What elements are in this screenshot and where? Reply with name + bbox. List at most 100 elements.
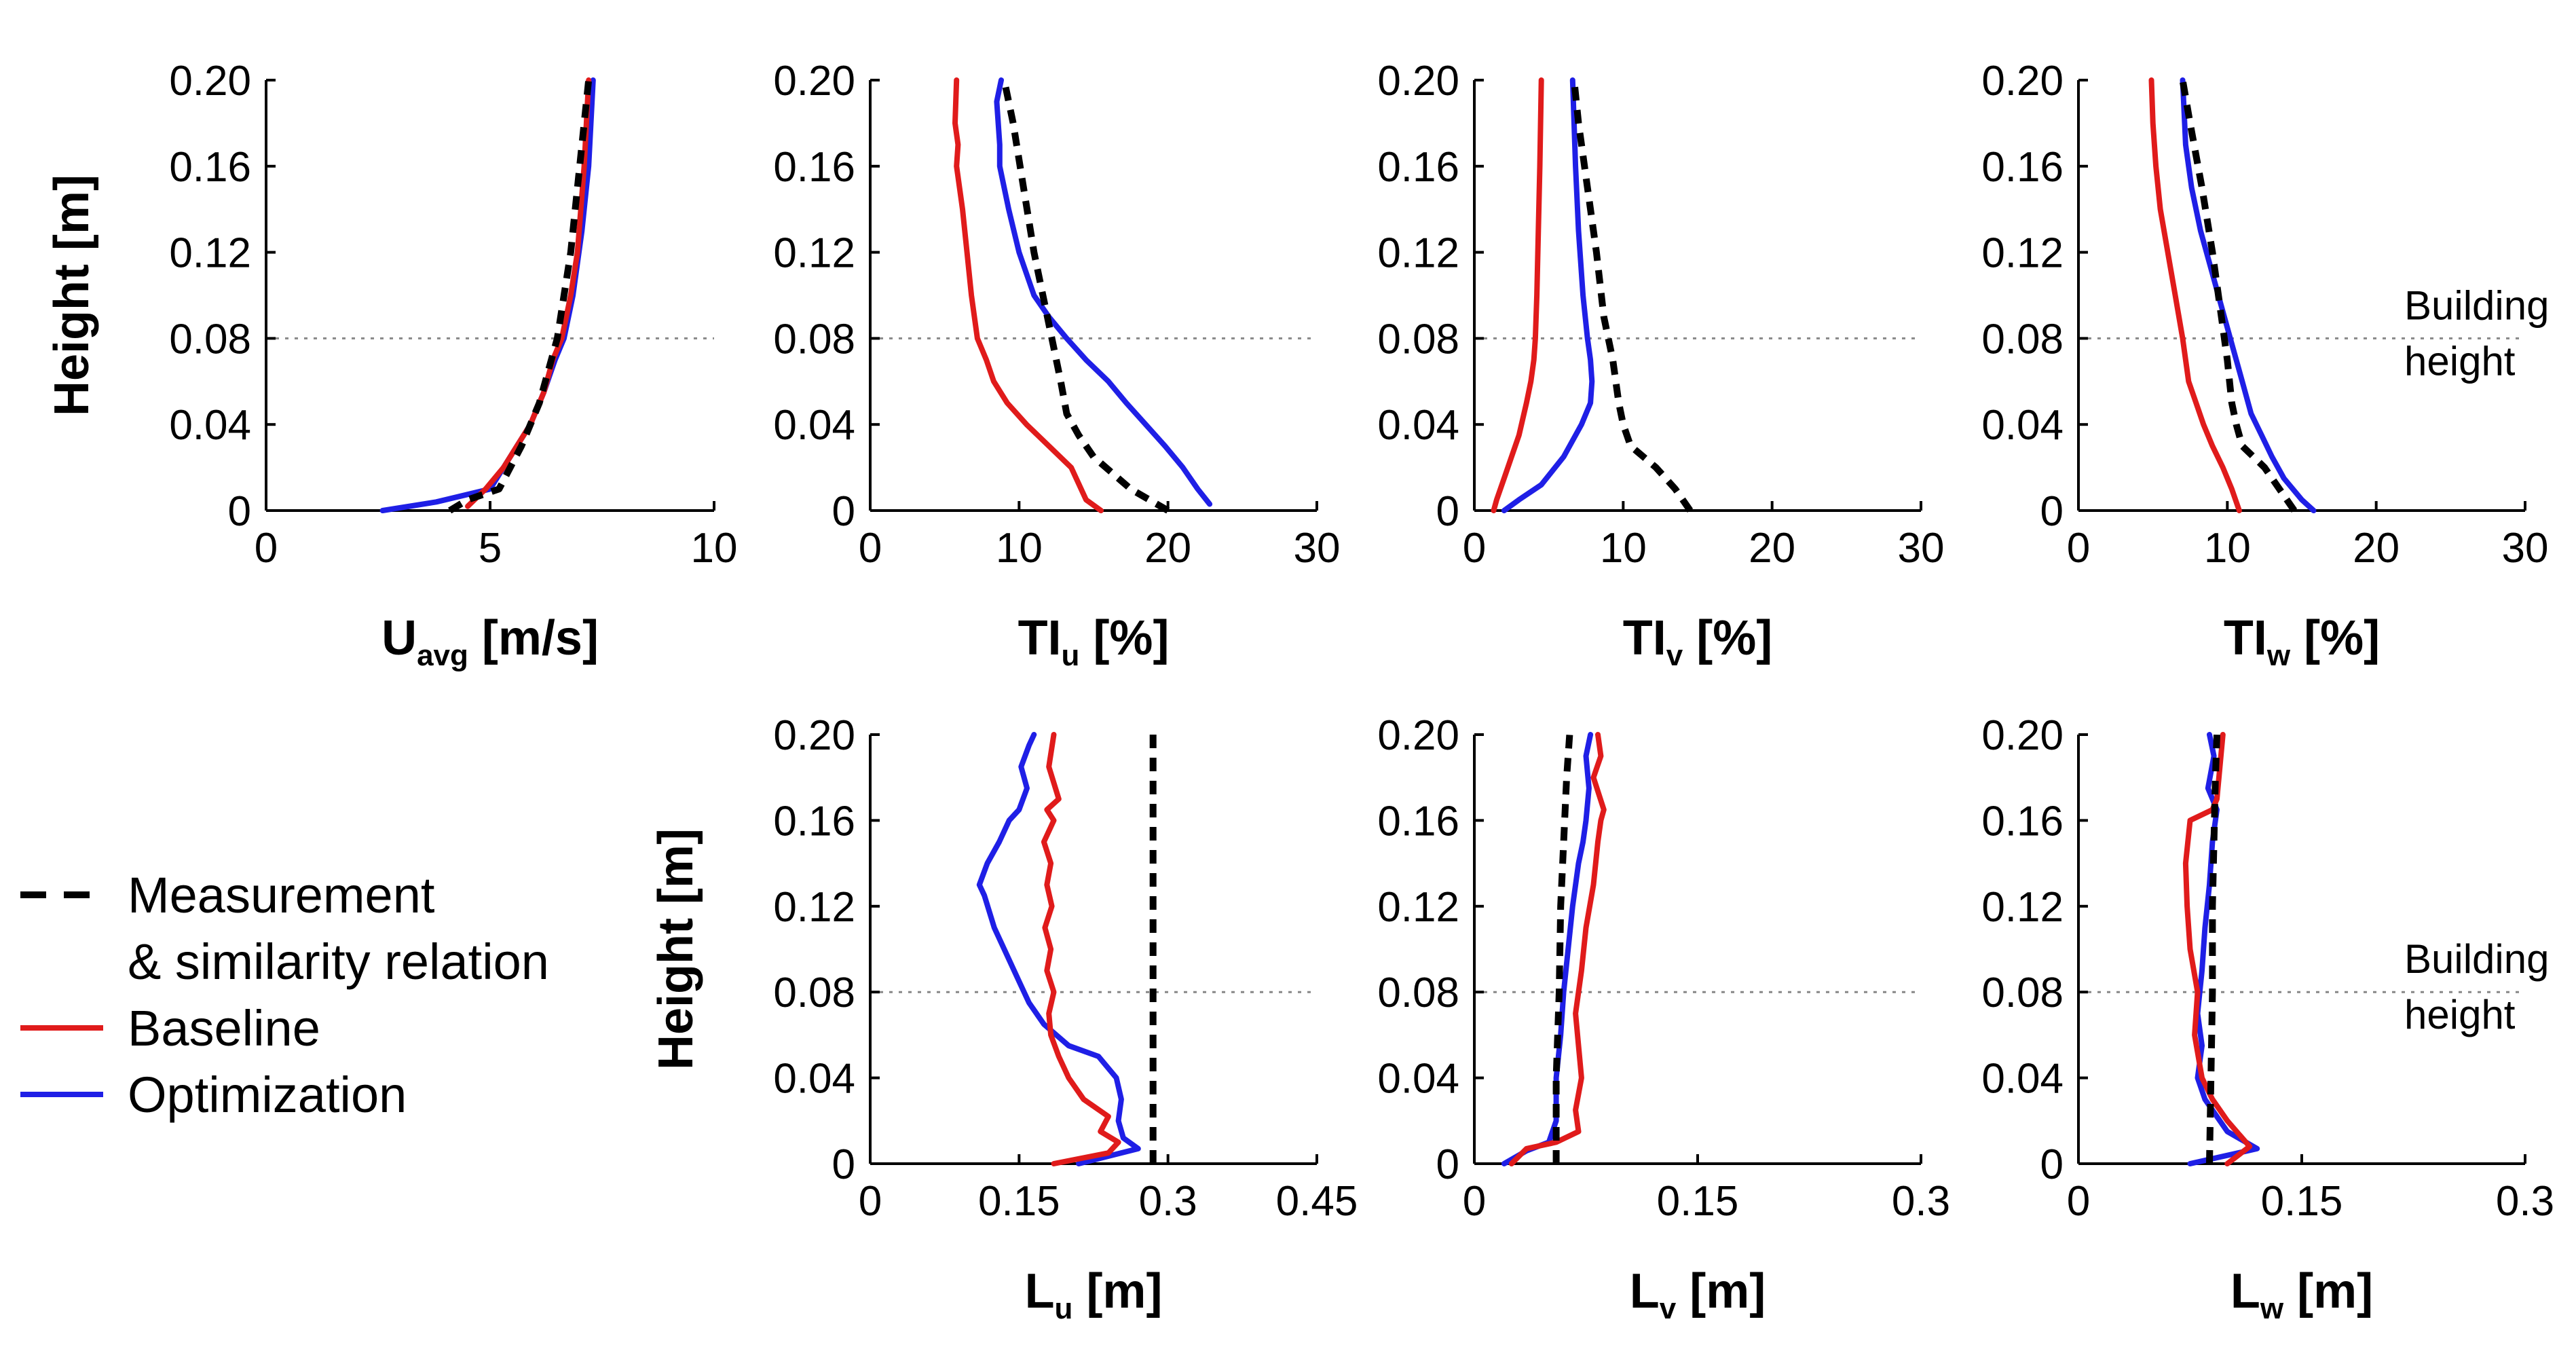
series-line-baseline bbox=[952, 77, 1104, 513]
panel-tiu: 0 0.04 0.08 0.12 0.16 0.20 0 10 20 30 TIu [%] bbox=[773, 58, 1340, 672]
x-tick-label: 10 bbox=[996, 525, 1043, 572]
y-tick-label: 0.08 bbox=[1377, 970, 1459, 1016]
panel-tiv: 0 0.04 0.08 0.12 0.16 0.20 0 10 20 30 TIv [%] bbox=[1377, 58, 1944, 672]
x-tick-label: 30 bbox=[2502, 525, 2549, 572]
x-tick-label: 0 bbox=[859, 525, 882, 572]
y-tick-label: 0.04 bbox=[773, 1056, 855, 1103]
x-tick-label: 0.3 bbox=[1139, 1178, 1197, 1225]
x-tick-label: 0.45 bbox=[1276, 1178, 1358, 1225]
x-axis-label: Uavg [m/s] bbox=[381, 611, 599, 672]
y-tick-label: 0 bbox=[832, 1141, 855, 1188]
x-tick-label: 0.15 bbox=[2261, 1178, 2343, 1225]
y-tick-label: 0.12 bbox=[169, 230, 251, 277]
x-axis-label-main: U bbox=[381, 611, 417, 665]
x-axis-label-main: TI bbox=[1623, 611, 1666, 665]
x-axis-label-main: TI bbox=[2224, 611, 2267, 665]
y-tick-label: 0.16 bbox=[1981, 798, 2064, 845]
y-tick-label: 0.04 bbox=[773, 402, 855, 449]
series-line-measurement bbox=[2206, 734, 2220, 1164]
x-axis-label-unit: [%] bbox=[1079, 611, 1169, 665]
building-height-annotation: Building bbox=[2404, 282, 2550, 328]
y-tick-label: 0.20 bbox=[1377, 712, 1459, 759]
series-line-optimization bbox=[1501, 77, 1595, 513]
x-tick-label: 0.15 bbox=[978, 1178, 1060, 1225]
y-tick-label: 0.16 bbox=[1981, 144, 2064, 191]
x-tick-label: 10 bbox=[1600, 525, 1647, 572]
y-tick-label: 0.12 bbox=[1981, 230, 2064, 277]
x-axis-label-subscript: v bbox=[1660, 1292, 1677, 1325]
y-axis-label: Height [m] bbox=[45, 174, 99, 416]
x-axis-label-unit: [%] bbox=[2290, 611, 2380, 665]
series-line-baseline bbox=[2148, 77, 2242, 513]
series-line-optimization bbox=[994, 77, 1213, 507]
y-tick-label: 0.12 bbox=[773, 884, 855, 931]
panel-lu: 0 0.04 0.08 0.12 0.16 0.20 0 0.15 0.3 0.45 Lu [m] H… bbox=[649, 712, 1358, 1325]
legend: Measurement & similarity relation Baseli… bbox=[20, 867, 549, 1123]
y-tick-label: 0.08 bbox=[1377, 316, 1459, 363]
x-axis-label-subscript: w bbox=[2266, 639, 2291, 672]
series-line-measurement bbox=[1571, 79, 1694, 513]
x-tick-label: 20 bbox=[1144, 525, 1191, 572]
y-tick-label: 0.08 bbox=[773, 316, 855, 363]
x-tick-label: 0 bbox=[859, 1178, 882, 1225]
y-tick-label: 0.12 bbox=[773, 230, 855, 277]
x-tick-label: 10 bbox=[2204, 525, 2251, 572]
y-tick-label: 0.04 bbox=[169, 402, 251, 449]
y-tick-label: 0.16 bbox=[1377, 144, 1459, 191]
series-line-baseline bbox=[2182, 732, 2253, 1166]
x-axis-label-main: L bbox=[1630, 1264, 1660, 1318]
x-tick-label: 0.3 bbox=[2496, 1178, 2554, 1225]
x-tick-label: 20 bbox=[2353, 525, 2400, 572]
y-tick-label: 0 bbox=[1436, 1141, 1459, 1188]
panel-lv: 0 0.04 0.08 0.12 0.16 0.20 0 0.15 0.3 Lv [m] bbox=[1377, 712, 1950, 1325]
x-axis-label: Lv [m] bbox=[1630, 1264, 1766, 1325]
y-tick-label: 0.08 bbox=[169, 316, 251, 363]
y-tick-label: 0 bbox=[832, 488, 855, 535]
y-tick-label: 0.12 bbox=[1981, 884, 2064, 931]
y-axis-label: Height [m] bbox=[649, 828, 703, 1070]
x-tick-label: 0 bbox=[1463, 525, 1486, 572]
series-line-optimization bbox=[2187, 732, 2260, 1166]
x-tick-label: 0 bbox=[2067, 525, 2090, 572]
x-tick-label: 0 bbox=[255, 525, 278, 572]
x-tick-label: 30 bbox=[1294, 525, 1341, 572]
y-tick-label: 0.04 bbox=[1377, 402, 1459, 449]
series-line-optimization bbox=[2180, 77, 2317, 513]
legend-measurement-label-cont: & similarity relation bbox=[128, 934, 549, 990]
y-tick-label: 0.20 bbox=[169, 58, 251, 105]
y-tick-label: 0.16 bbox=[1377, 798, 1459, 845]
y-tick-label: 0.12 bbox=[1377, 884, 1459, 931]
x-tick-label: 5 bbox=[479, 525, 502, 572]
building-height-annotation: height bbox=[2404, 992, 2516, 1037]
series-line-baseline bbox=[1041, 732, 1121, 1166]
series-line-measurement bbox=[1552, 734, 1573, 1164]
series-line-measurement bbox=[1001, 79, 1170, 514]
y-tick-label: 0.04 bbox=[1981, 1056, 2064, 1103]
series-line-measurement bbox=[448, 79, 593, 514]
y-tick-label: 0.20 bbox=[773, 712, 855, 759]
y-tick-label: 0.04 bbox=[1981, 402, 2064, 449]
x-axis-label: TIw [%] bbox=[2224, 611, 2380, 672]
legend-optimization-label: Optimization bbox=[128, 1067, 407, 1123]
x-axis-label: Lw [m] bbox=[2230, 1264, 2373, 1325]
y-tick-label: 0 bbox=[228, 488, 251, 535]
x-axis-label: TIu [%] bbox=[1018, 611, 1170, 672]
y-tick-label: 0.16 bbox=[169, 144, 251, 191]
y-tick-label: 0.08 bbox=[1981, 316, 2064, 363]
panel-tiw: 0 0.04 0.08 0.12 0.16 0.20 0 10 20 30 TIw [%] Build… bbox=[1981, 58, 2549, 672]
y-tick-label: 0.08 bbox=[1981, 970, 2064, 1016]
x-axis-label-subscript: w bbox=[2260, 1292, 2284, 1325]
panel-lw: 0 0.04 0.08 0.12 0.16 0.20 0 0.15 0.3 Lw [m] Build… bbox=[1981, 712, 2554, 1325]
x-axis-label-unit: [m] bbox=[1676, 1264, 1766, 1318]
y-tick-label: 0.20 bbox=[1377, 58, 1459, 105]
series-line-baseline bbox=[1491, 77, 1544, 513]
x-axis-label-unit: [%] bbox=[1683, 611, 1772, 665]
x-tick-label: 0 bbox=[1463, 1178, 1486, 1225]
series-line-baseline bbox=[1508, 732, 1607, 1166]
x-tick-label: 10 bbox=[691, 525, 738, 572]
x-axis-label-unit: [m] bbox=[1072, 1264, 1162, 1318]
y-tick-label: 0.12 bbox=[1377, 230, 1459, 277]
series-line-baseline bbox=[465, 77, 592, 509]
y-tick-label: 0 bbox=[2040, 488, 2064, 535]
